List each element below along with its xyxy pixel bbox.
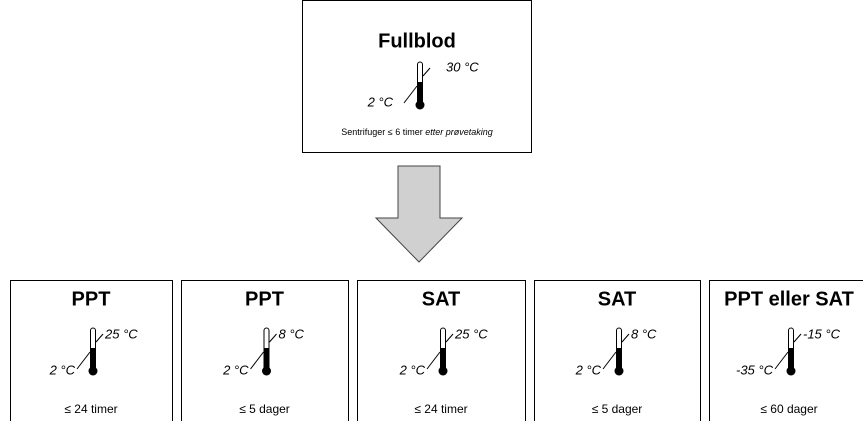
temp-high: 8 °C — [631, 326, 657, 341]
leader-low — [602, 351, 617, 370]
temp-low: 2 °C — [367, 94, 394, 109]
leader-low — [76, 351, 91, 370]
leader-low — [403, 85, 418, 104]
thermometer-fill — [417, 82, 423, 104]
target-title: PPT — [245, 288, 284, 310]
target-title: SAT — [598, 288, 637, 310]
target-title: PPT eller SAT — [724, 288, 854, 310]
temp-low: 2 °C — [399, 362, 426, 377]
source-footer: Sentrifuger ≤ 6 timer etter prøvetaking — [341, 127, 493, 137]
temp-high: 25 °C — [104, 326, 138, 341]
temp-high: 25 °C — [454, 326, 488, 341]
leader-high — [793, 333, 802, 343]
thermometer-bulb — [438, 366, 448, 376]
leader-low — [774, 351, 789, 370]
leader-high — [445, 333, 454, 343]
duration: ≤ 5 dager — [592, 402, 643, 416]
source-title: Fullblod — [378, 30, 456, 52]
arrow — [374, 165, 464, 263]
thermometer-bulb — [88, 366, 98, 376]
thermometer-fill — [616, 348, 622, 370]
thermometer-bulb — [262, 366, 271, 376]
temp-high: 8 °C — [279, 326, 305, 341]
thermometer-fill — [90, 348, 96, 370]
leader-high — [95, 333, 104, 343]
temp-low: 2 °C — [49, 362, 76, 377]
thermometer-fill — [440, 348, 446, 370]
leader-high — [269, 333, 277, 343]
footer-plain: Sentrifuger ≤ 6 timer — [341, 127, 422, 137]
leader-high — [422, 67, 431, 77]
leader-low — [250, 351, 264, 370]
temp-high: 30 °C — [446, 59, 479, 74]
thermometer-fill — [788, 348, 794, 370]
leader-high — [621, 333, 630, 343]
temp-high: -15 °C — [803, 326, 841, 341]
duration: ≤ 5 dager — [239, 402, 290, 416]
leader-low — [426, 351, 441, 370]
target-title: PPT — [72, 288, 111, 310]
duration: ≤ 60 dager — [760, 402, 817, 416]
temp-low: 2 °C — [575, 362, 602, 377]
temp-low: -35 °C — [736, 362, 774, 377]
target-box — [709, 280, 863, 421]
thermometer-bulb — [614, 366, 624, 376]
thermometer-fill — [264, 348, 269, 370]
duration: ≤ 24 timer — [414, 402, 467, 416]
target-title: SAT — [422, 288, 461, 310]
duration: ≤ 24 timer — [64, 402, 117, 416]
footer-italic: etter prøvetaking — [425, 127, 493, 137]
thermometer-bulb — [786, 366, 796, 376]
thermometer-bulb — [415, 100, 425, 110]
temp-low: 2 °C — [222, 362, 249, 377]
